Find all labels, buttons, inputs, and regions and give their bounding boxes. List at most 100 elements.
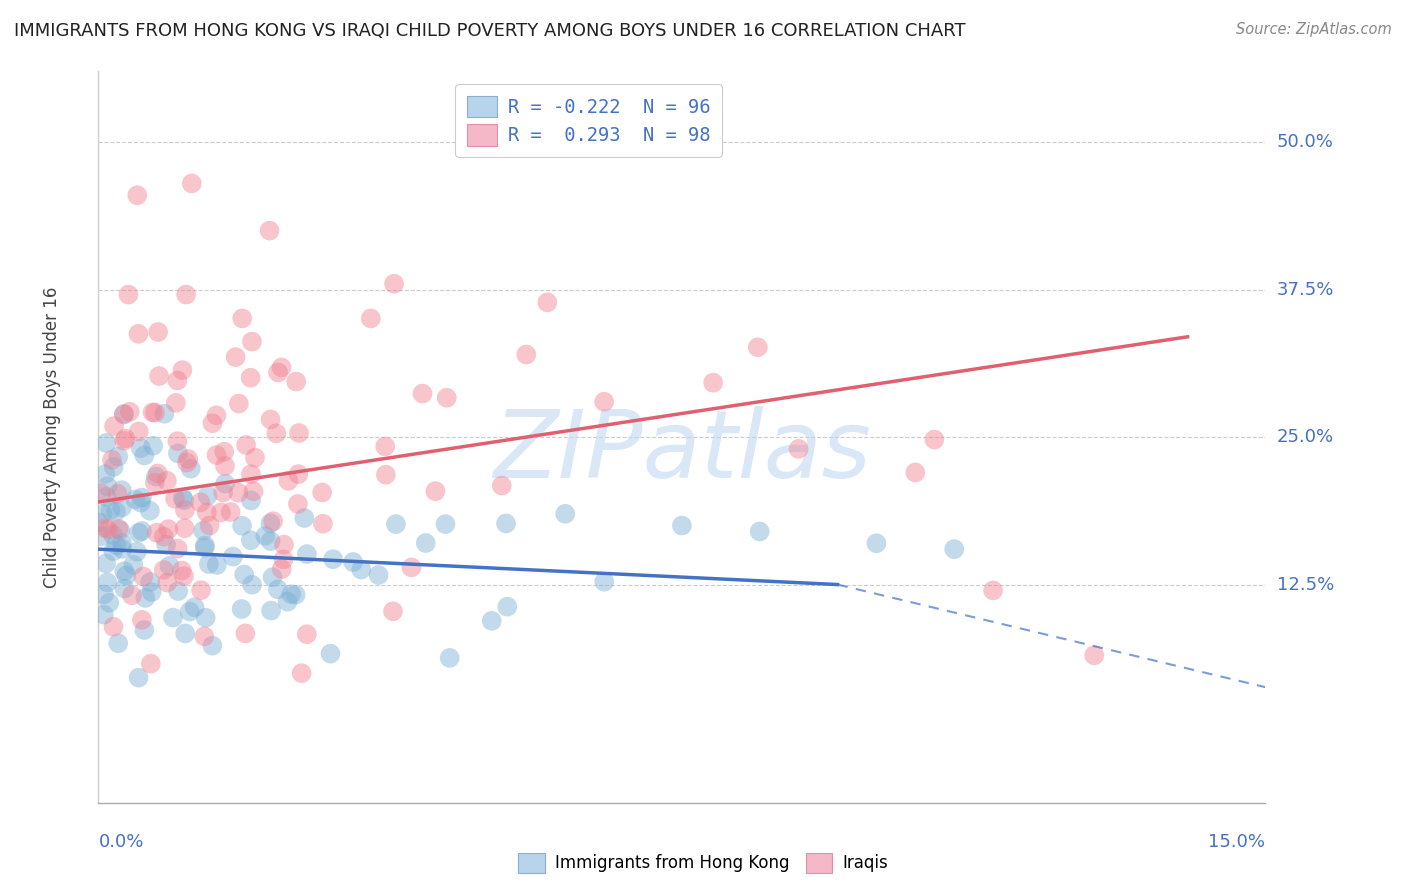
Point	[173, 521, 195, 535]
Point	[111, 541, 134, 556]
Point	[139, 657, 162, 671]
Point	[288, 425, 311, 440]
Point	[112, 564, 135, 578]
Point	[747, 340, 769, 354]
Point	[212, 444, 235, 458]
Point	[177, 452, 200, 467]
Point	[97, 522, 120, 536]
Point	[115, 568, 138, 582]
Point	[924, 433, 946, 447]
Point	[201, 639, 224, 653]
Point	[190, 583, 212, 598]
Point	[180, 461, 202, 475]
Point	[243, 450, 266, 465]
Point	[131, 491, 153, 505]
Text: Child Poverty Among Boys Under 16: Child Poverty Among Boys Under 16	[42, 286, 60, 588]
Point	[90, 529, 112, 543]
Point	[277, 474, 299, 488]
Point	[374, 467, 396, 482]
Point	[554, 507, 576, 521]
Point	[865, 536, 887, 550]
Point	[481, 614, 503, 628]
Point	[259, 412, 281, 426]
Point	[671, 518, 693, 533]
Point	[118, 405, 141, 419]
Point	[205, 448, 228, 462]
Point	[134, 449, 156, 463]
Point	[146, 467, 169, 481]
Text: Source: ZipAtlas.com: Source: ZipAtlas.com	[1236, 22, 1392, 37]
Point	[319, 647, 342, 661]
Point	[536, 295, 558, 310]
Point	[284, 588, 307, 602]
Point	[285, 375, 308, 389]
Point	[240, 467, 263, 482]
Point	[222, 549, 245, 564]
Point	[153, 407, 176, 421]
Point	[146, 325, 169, 339]
Point	[141, 405, 163, 419]
Point	[131, 613, 153, 627]
Point	[401, 560, 423, 574]
Point	[214, 458, 236, 473]
Point	[270, 562, 292, 576]
Point	[87, 516, 110, 530]
Point	[262, 570, 284, 584]
Point	[94, 467, 117, 481]
Point	[112, 582, 135, 596]
Point	[312, 516, 335, 531]
Point	[194, 541, 217, 555]
Point	[174, 626, 197, 640]
Point	[127, 326, 149, 341]
Point	[174, 287, 197, 301]
Point	[425, 484, 447, 499]
Point	[173, 493, 195, 508]
Point	[107, 522, 129, 536]
Point	[125, 544, 148, 558]
Point	[148, 369, 170, 384]
Point	[183, 600, 205, 615]
Point	[121, 588, 143, 602]
Point	[157, 522, 180, 536]
Point	[259, 516, 281, 531]
Point	[94, 521, 117, 535]
Text: ZIPatlas: ZIPatlas	[494, 406, 870, 497]
Point	[415, 536, 437, 550]
Point	[254, 529, 277, 543]
Point	[240, 334, 263, 349]
Point	[197, 489, 219, 503]
Point	[242, 484, 264, 499]
Point	[159, 558, 181, 573]
Point	[194, 611, 217, 625]
Point	[166, 434, 188, 449]
Point	[104, 505, 127, 519]
Point	[139, 504, 162, 518]
Point	[367, 568, 389, 582]
Point	[128, 525, 150, 540]
Point	[214, 476, 236, 491]
Point	[374, 439, 396, 453]
Point	[93, 587, 115, 601]
Point	[266, 426, 288, 441]
Point	[91, 507, 114, 521]
Point	[240, 493, 263, 508]
Point	[100, 503, 122, 517]
Point	[231, 518, 253, 533]
Legend: Immigrants from Hong Kong, Iraqis: Immigrants from Hong Kong, Iraqis	[512, 847, 894, 880]
Point	[259, 534, 281, 549]
Point	[382, 277, 405, 291]
Point	[129, 495, 152, 509]
Point	[90, 486, 112, 500]
Point	[96, 479, 118, 493]
Point	[342, 555, 364, 569]
Point	[94, 557, 117, 571]
Point	[167, 584, 190, 599]
Point	[295, 547, 318, 561]
Point	[176, 456, 198, 470]
Point	[270, 360, 292, 375]
Point	[259, 224, 281, 238]
Point	[124, 492, 146, 507]
Point	[166, 374, 188, 388]
Point	[205, 558, 228, 572]
Point	[205, 409, 228, 423]
